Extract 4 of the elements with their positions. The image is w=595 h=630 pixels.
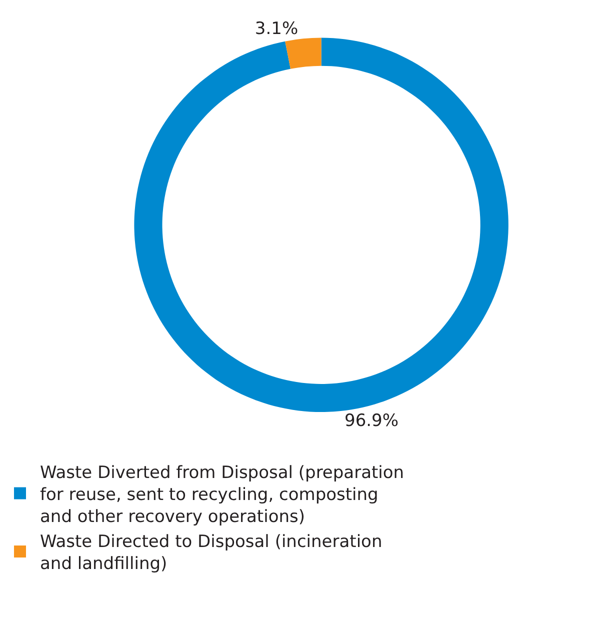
data-label: 3.1%	[254, 18, 298, 39]
data-label: 96.9%	[344, 411, 399, 432]
legend-label: Waste Diverted from Disposal (preparation for reuse, sent to recycling, composting and other recovery operations)	[40, 462, 404, 527]
legend-label: Waste Directed to Disposal (incineration and landfilling)	[40, 532, 382, 574]
